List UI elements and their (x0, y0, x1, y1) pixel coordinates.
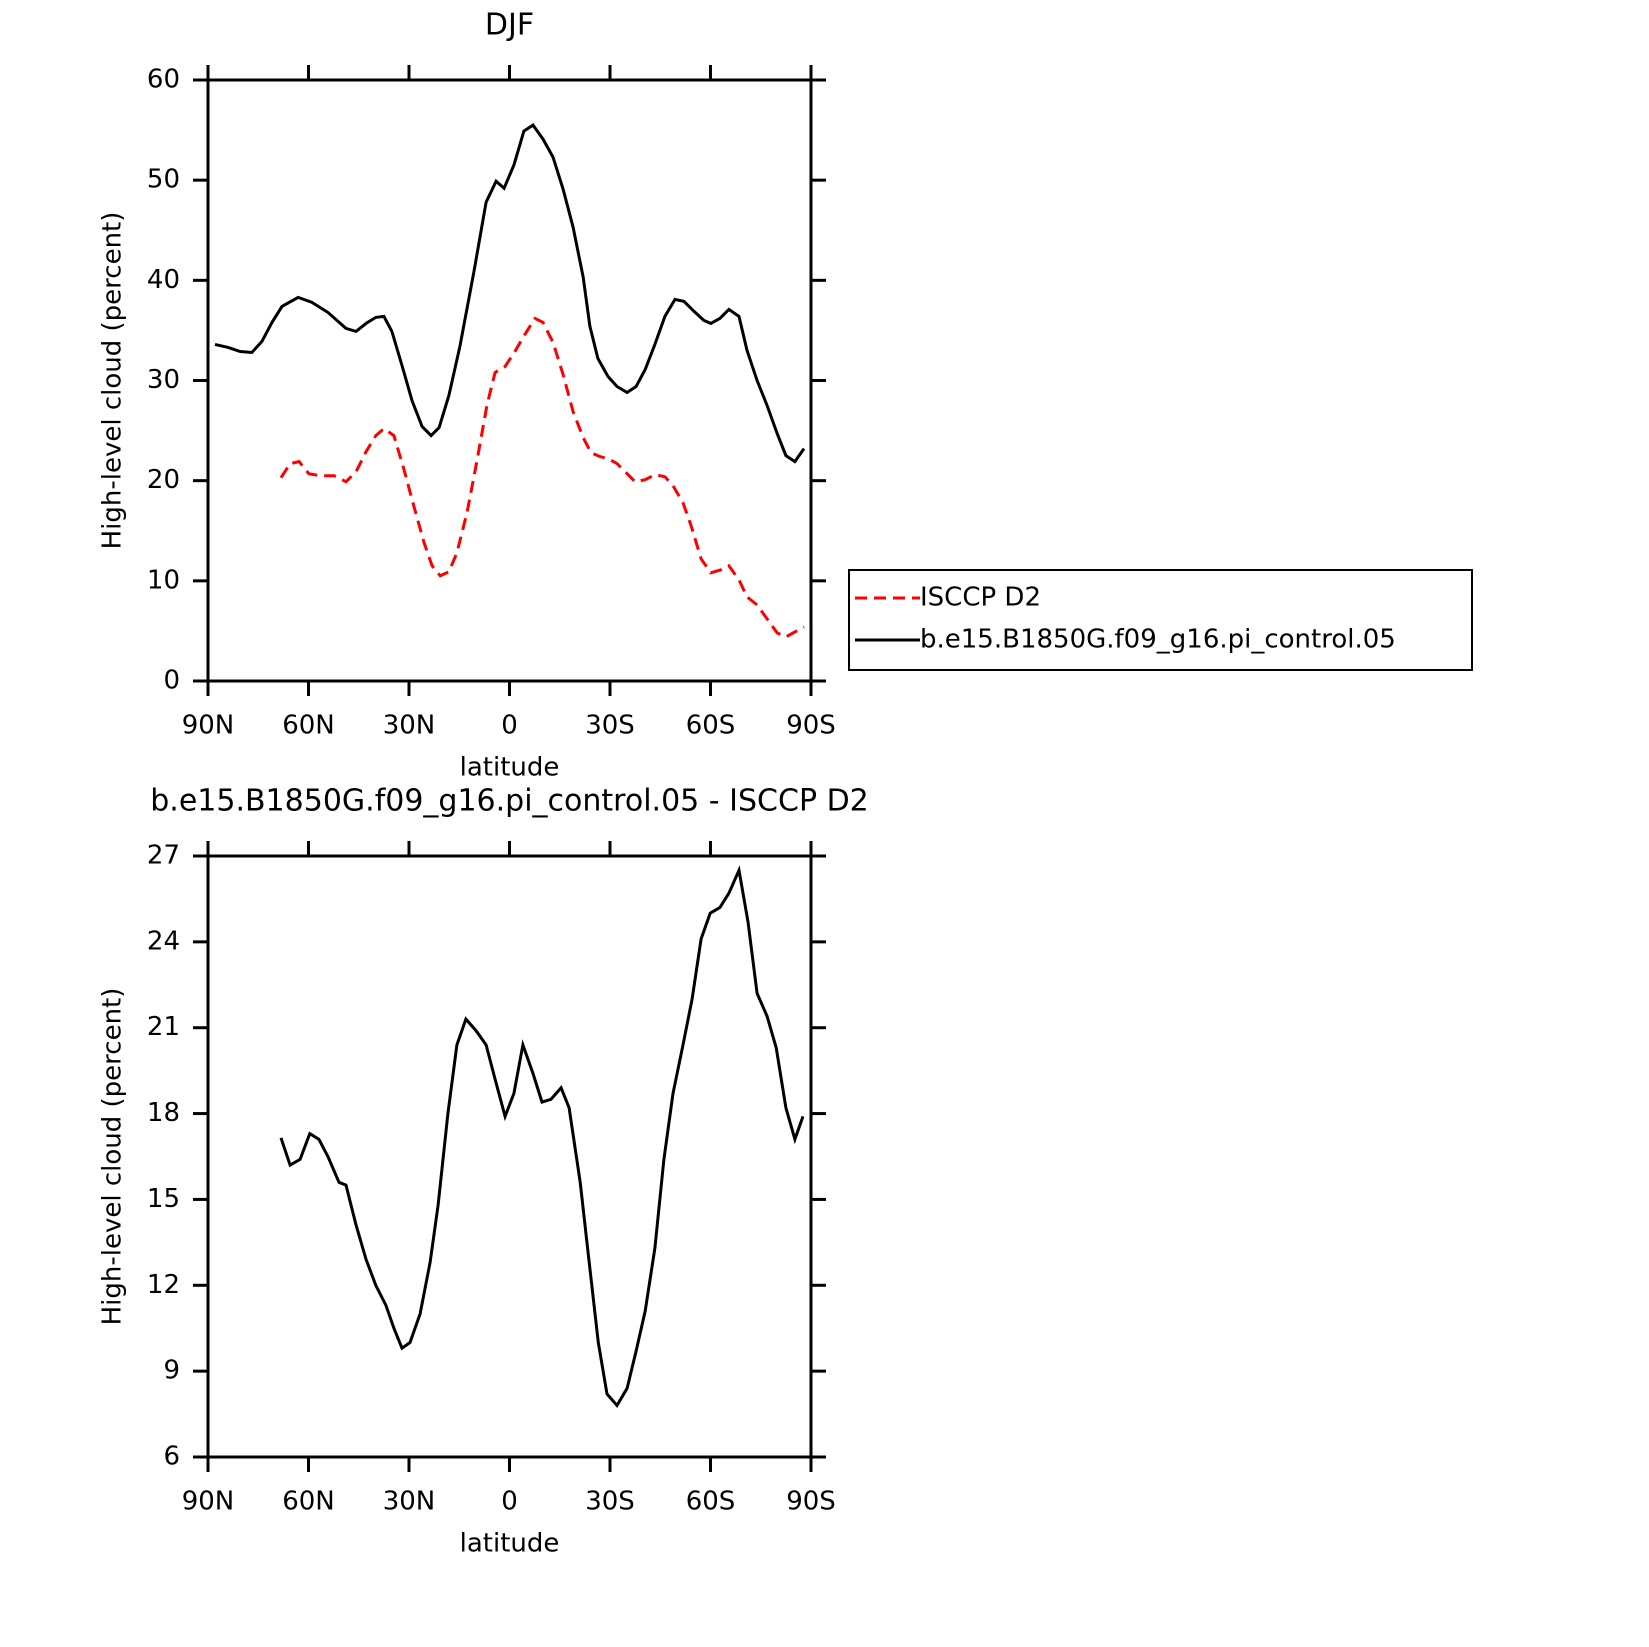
data-line (279, 316, 805, 639)
y-tick-label: 15 (147, 1184, 180, 1214)
legend-label: ISCCP D2 (920, 583, 1041, 613)
x-tick-label: 90S (786, 711, 836, 741)
y-axis-label: High-level cloud (percent) (98, 212, 128, 550)
y-tick-label: 20 (147, 465, 180, 495)
x-tick-label: 60S (686, 711, 736, 741)
x-tick-label: 30S (585, 711, 635, 741)
x-tick-label: 90N (182, 711, 235, 741)
plot-frame (206, 854, 813, 1459)
y-tick-label: 9 (163, 1356, 180, 1386)
y-tick-label: 12 (147, 1270, 180, 1300)
y-axis-label: High-level cloud (percent) (98, 988, 128, 1326)
chart-title: DJF (485, 8, 534, 43)
y-tick-label: 60 (147, 65, 180, 95)
legend-label: b.e15.B1850G.f09_g16.pi_control.05 (920, 625, 1396, 655)
x-tick-label: 90S (786, 1487, 836, 1517)
y-tick-label: 10 (147, 565, 180, 595)
x-tick-label: 60S (686, 1487, 736, 1517)
x-tick-label: 30N (383, 1487, 436, 1517)
x-tick-label: 90N (182, 1487, 235, 1517)
x-axis-label: latitude (460, 753, 560, 783)
y-tick-label: 50 (147, 165, 180, 195)
y-tick-label: 30 (147, 365, 180, 395)
data-line (279, 865, 805, 1409)
x-tick-label: 30N (383, 711, 436, 741)
x-tick-label: 0 (501, 711, 518, 741)
chart-title: b.e15.B1850G.f09_g16.pi_control.05 - ISC… (150, 784, 869, 819)
y-tick-label: 0 (163, 666, 180, 696)
y-tick-label: 24 (147, 926, 180, 956)
y-tick-label: 21 (147, 1012, 180, 1042)
x-tick-label: 60N (282, 1487, 335, 1517)
plot-frame (206, 78, 813, 683)
x-tick-label: 60N (282, 711, 335, 741)
x-tick-label: 0 (501, 1487, 518, 1517)
x-tick-label: 30S (585, 1487, 635, 1517)
legend-box (848, 569, 1473, 671)
y-tick-label: 27 (147, 841, 180, 871)
y-tick-label: 6 (163, 1442, 180, 1472)
y-tick-label: 18 (147, 1098, 180, 1128)
x-axis-label: latitude (460, 1529, 560, 1559)
y-tick-label: 40 (147, 265, 180, 295)
data-line (214, 123, 806, 464)
